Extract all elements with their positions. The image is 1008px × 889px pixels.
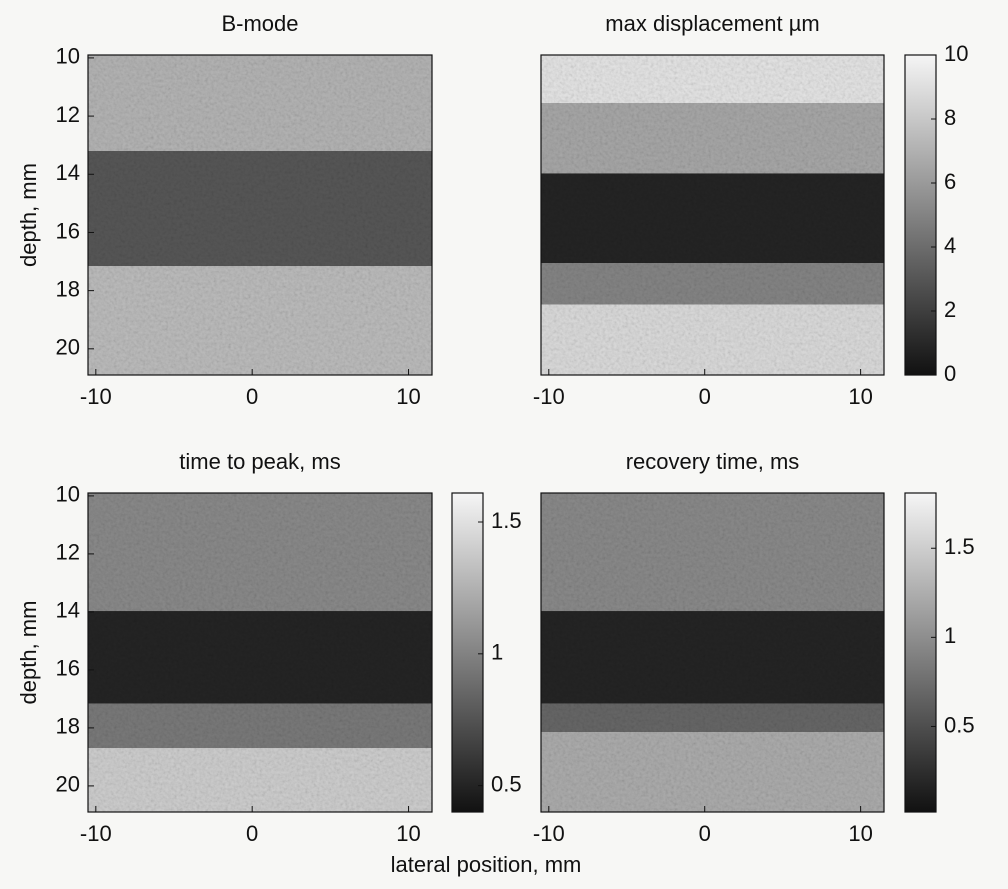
colorbar-tick-label: 2 bbox=[944, 297, 956, 322]
x-tick-label: 10 bbox=[848, 384, 872, 409]
colorbar-tick-label: 10 bbox=[944, 41, 968, 66]
image-texture bbox=[541, 493, 884, 812]
x-tick-label: 0 bbox=[699, 821, 711, 846]
y-tick-label: 20 bbox=[56, 772, 80, 797]
x-tick-label: 10 bbox=[396, 384, 420, 409]
x-tick-label: 0 bbox=[246, 384, 258, 409]
y-axis-label: depth, mm bbox=[16, 163, 41, 267]
x-tick-label: 0 bbox=[246, 821, 258, 846]
x-tick-label: 10 bbox=[848, 821, 872, 846]
colorbar-tick-label: 0.5 bbox=[491, 771, 522, 796]
y-tick-label: 16 bbox=[56, 656, 80, 681]
y-tick-label: 14 bbox=[56, 160, 80, 185]
x-tick-label: -10 bbox=[80, 384, 112, 409]
y-tick-label: 20 bbox=[56, 335, 80, 360]
colorbar-tick-label: 1 bbox=[944, 623, 956, 648]
plot-frame bbox=[540, 54, 885, 376]
colorbar-tick-label: 0.5 bbox=[944, 712, 975, 737]
image-texture bbox=[88, 493, 432, 812]
y-tick-label: 16 bbox=[56, 218, 80, 243]
x-tick-label: 10 bbox=[396, 821, 420, 846]
x-tick-label: -10 bbox=[533, 384, 565, 409]
colorbar bbox=[451, 492, 484, 813]
x-axis-label: lateral position, mm bbox=[391, 852, 582, 877]
colorbar-tick-label: 1.5 bbox=[491, 508, 522, 533]
x-tick-label: -10 bbox=[80, 821, 112, 846]
colorbar-tick-label: 0 bbox=[944, 361, 956, 386]
colorbar-tick-label: 4 bbox=[944, 233, 956, 258]
plot-title: recovery time, ms bbox=[626, 449, 800, 474]
y-tick-label: 12 bbox=[56, 540, 80, 565]
y-tick-label: 18 bbox=[56, 276, 80, 301]
y-tick-label: 14 bbox=[56, 598, 80, 623]
y-tick-label: 10 bbox=[56, 44, 80, 69]
colorbar-tick-label: 6 bbox=[944, 169, 956, 194]
colorbar-tick-label: 1.5 bbox=[944, 534, 975, 559]
y-tick-label: 18 bbox=[56, 714, 80, 739]
image-texture bbox=[541, 55, 884, 375]
colorbar-tick-label: 8 bbox=[944, 105, 956, 130]
image-texture bbox=[88, 55, 432, 375]
y-axis-label: depth, mm bbox=[16, 601, 41, 705]
plot-title: max displacement µm bbox=[605, 11, 819, 36]
y-tick-label: 12 bbox=[56, 102, 80, 127]
plot-title: time to peak, ms bbox=[179, 449, 340, 474]
colorbar bbox=[904, 492, 937, 813]
plot-title: B-mode bbox=[221, 11, 298, 36]
colorbar bbox=[904, 54, 937, 376]
x-tick-label: -10 bbox=[533, 821, 565, 846]
plot-frame bbox=[87, 492, 433, 813]
plot-frame bbox=[540, 492, 885, 813]
y-tick-label: 10 bbox=[56, 482, 80, 507]
colorbar-tick-label: 1 bbox=[491, 640, 503, 665]
plot-frame bbox=[87, 54, 433, 376]
x-tick-label: 0 bbox=[699, 384, 711, 409]
